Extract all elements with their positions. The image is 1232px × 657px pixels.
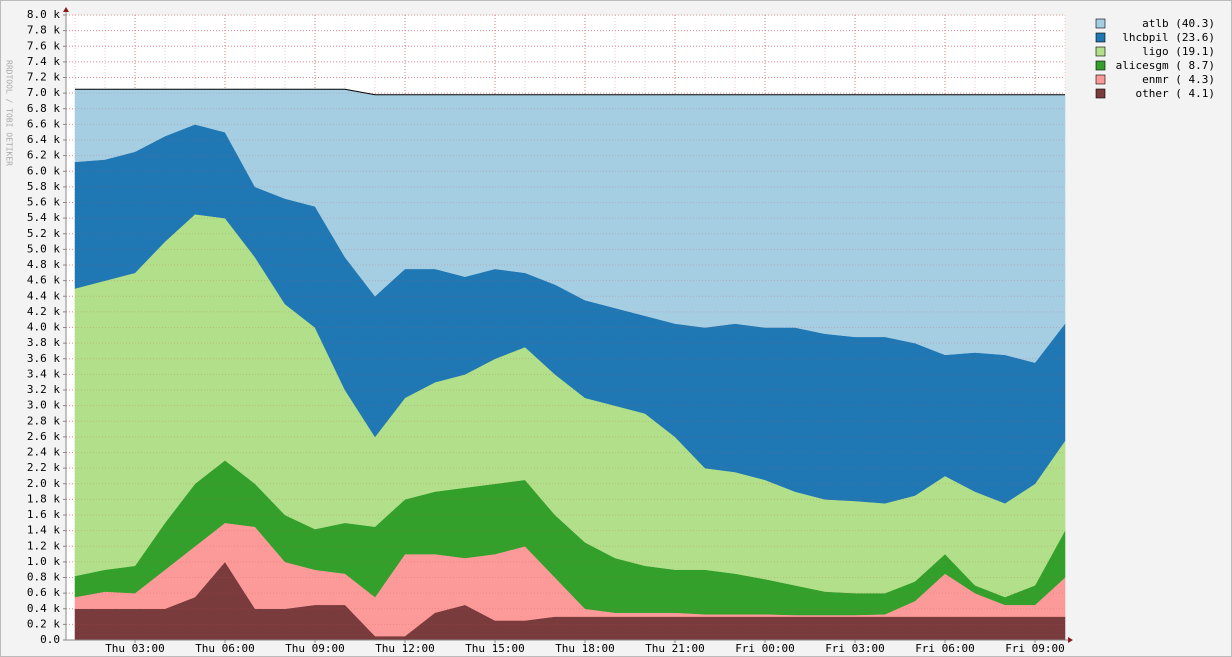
legend-label: lhcbpil (23.6) xyxy=(1122,31,1215,44)
legend-swatch xyxy=(1095,60,1106,71)
y-tick-label: 0.8 k xyxy=(27,571,60,584)
x-tick-label: Thu 09:00 xyxy=(285,642,345,655)
x-tick-label: Thu 03:00 xyxy=(105,642,165,655)
y-tick-label: 2.6 k xyxy=(27,430,60,443)
y-tick-label: 6.4 k xyxy=(27,133,60,146)
y-tick-label: 6.2 k xyxy=(27,149,60,162)
x-tick-label: Fri 00:00 xyxy=(735,642,795,655)
y-tick-label: 5.8 k xyxy=(27,180,60,193)
legend-swatch xyxy=(1095,32,1106,43)
y-tick-label: 1.2 k xyxy=(27,539,60,552)
y-tick-label: 0.6 k xyxy=(27,586,60,599)
legend-label: atlb (40.3) xyxy=(1142,17,1215,30)
y-tick-label: 4.6 k xyxy=(27,274,60,287)
y-tick-label: 6.6 k xyxy=(27,117,60,130)
total-line xyxy=(75,88,1065,96)
y-tick-label: 2.2 k xyxy=(27,461,60,474)
y-tick-label: 7.4 k xyxy=(27,55,60,68)
y-tick-label: 3.8 k xyxy=(27,336,60,349)
x-tick-label: Thu 06:00 xyxy=(195,642,255,655)
y-arrow xyxy=(63,7,69,12)
y-tick-label: 1.8 k xyxy=(27,492,60,505)
y-tick-label: 6.0 k xyxy=(27,164,60,177)
y-tick-label: 2.0 k xyxy=(27,477,60,490)
y-tick-label: 1.4 k xyxy=(27,524,60,537)
x-tick-label: Thu 21:00 xyxy=(645,642,705,655)
y-tick-label: 3.0 k xyxy=(27,399,60,412)
y-tick-label: 7.8 k xyxy=(27,24,60,37)
y-tick-label: 6.8 k xyxy=(27,102,60,115)
y-tick-label: 1.6 k xyxy=(27,508,60,521)
y-tick-label: 0.0 xyxy=(40,633,60,646)
x-tick-label: Thu 12:00 xyxy=(375,642,435,655)
x-tick-label: Fri 09:00 xyxy=(1005,642,1065,655)
x-arrow xyxy=(1068,637,1073,643)
y-tick-label: 5.0 k xyxy=(27,242,60,255)
y-tick-label: 7.6 k xyxy=(27,39,60,52)
legend-label: ligo (19.1) xyxy=(1142,45,1215,58)
y-tick-label: 4.2 k xyxy=(27,305,60,318)
y-tick-label: 3.2 k xyxy=(27,383,60,396)
y-tick-label: 8.0 k xyxy=(27,8,60,21)
legend-swatch xyxy=(1095,46,1106,57)
x-tick-label: Fri 03:00 xyxy=(825,642,885,655)
y-tick-label: 1.0 k xyxy=(27,555,60,568)
y-tick-label: 4.4 k xyxy=(27,289,60,302)
legend-swatch xyxy=(1095,18,1106,29)
y-tick-label: 7.0 k xyxy=(27,86,60,99)
y-tick-label: 5.6 k xyxy=(27,196,60,209)
y-tick-label: 3.4 k xyxy=(27,367,60,380)
y-tick-label: 4.0 k xyxy=(27,321,60,334)
y-tick-label: 2.8 k xyxy=(27,414,60,427)
y-tick-label: 3.6 k xyxy=(27,352,60,365)
legend-label: enmr ( 4.3) xyxy=(1142,73,1215,86)
legend-swatch xyxy=(1095,74,1106,85)
legend-label: other ( 4.1) xyxy=(1136,87,1215,100)
y-tick-label: 2.4 k xyxy=(27,446,60,459)
legend-label: alicesgm ( 8.7) xyxy=(1116,59,1215,72)
x-tick-label: Thu 15:00 xyxy=(465,642,525,655)
y-tick-label: 7.2 k xyxy=(27,71,60,84)
watermark: RRDTOOL / TOBI OETIKER xyxy=(5,60,14,166)
y-tick-label: 0.4 k xyxy=(27,602,60,615)
y-tick-label: 4.8 k xyxy=(27,258,60,271)
y-tick-label: 5.2 k xyxy=(27,227,60,240)
y-tick-label: 0.2 k xyxy=(27,617,60,630)
x-tick-label: Fri 06:00 xyxy=(915,642,975,655)
x-tick-label: Thu 18:00 xyxy=(555,642,615,655)
legend-swatch xyxy=(1095,88,1106,99)
y-tick-label: 5.4 k xyxy=(27,211,60,224)
